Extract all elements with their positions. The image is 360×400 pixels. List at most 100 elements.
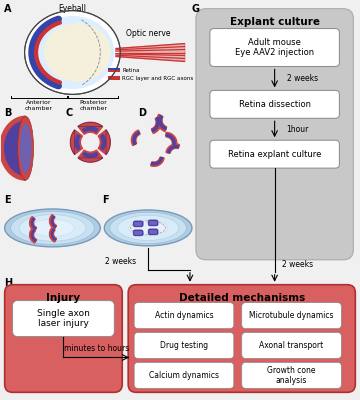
Ellipse shape bbox=[110, 212, 186, 244]
Polygon shape bbox=[51, 216, 56, 227]
Bar bbox=[108, 76, 120, 80]
Polygon shape bbox=[50, 214, 57, 229]
Text: 2 weeks: 2 weeks bbox=[287, 74, 318, 83]
Polygon shape bbox=[133, 132, 140, 145]
Polygon shape bbox=[152, 117, 159, 132]
Polygon shape bbox=[98, 130, 110, 154]
Text: RGC layer and RGC axons: RGC layer and RGC axons bbox=[122, 76, 193, 81]
FancyBboxPatch shape bbox=[242, 332, 341, 358]
Ellipse shape bbox=[117, 215, 179, 240]
Polygon shape bbox=[32, 230, 36, 241]
FancyBboxPatch shape bbox=[242, 303, 341, 328]
Polygon shape bbox=[131, 130, 140, 146]
Ellipse shape bbox=[44, 23, 111, 82]
Text: Detailed mechanisms: Detailed mechanisms bbox=[179, 293, 305, 303]
Text: A: A bbox=[4, 4, 11, 14]
FancyBboxPatch shape bbox=[134, 303, 234, 328]
Ellipse shape bbox=[31, 16, 114, 89]
FancyBboxPatch shape bbox=[134, 222, 142, 226]
Polygon shape bbox=[151, 157, 162, 165]
Polygon shape bbox=[115, 44, 185, 62]
Text: Single axon
laser injury: Single axon laser injury bbox=[37, 309, 90, 328]
Text: Adult mouse
Eye AAV2 injection: Adult mouse Eye AAV2 injection bbox=[235, 38, 314, 57]
Text: minutes to hours: minutes to hours bbox=[64, 344, 129, 354]
FancyBboxPatch shape bbox=[148, 229, 158, 235]
Polygon shape bbox=[166, 144, 180, 153]
Text: Drug testing: Drug testing bbox=[160, 341, 208, 350]
Ellipse shape bbox=[11, 211, 94, 244]
Text: Retina explant culture: Retina explant culture bbox=[228, 150, 321, 159]
Polygon shape bbox=[30, 228, 36, 243]
Text: G: G bbox=[192, 4, 200, 14]
Text: Optic nerve: Optic nerve bbox=[126, 28, 170, 38]
Polygon shape bbox=[150, 157, 164, 166]
Ellipse shape bbox=[24, 11, 120, 94]
Text: D: D bbox=[138, 108, 146, 118]
Polygon shape bbox=[83, 152, 98, 157]
Polygon shape bbox=[30, 216, 36, 231]
FancyBboxPatch shape bbox=[210, 90, 339, 118]
Polygon shape bbox=[159, 115, 166, 130]
FancyBboxPatch shape bbox=[134, 332, 234, 358]
Polygon shape bbox=[71, 130, 82, 154]
Text: Injury: Injury bbox=[46, 293, 81, 303]
FancyBboxPatch shape bbox=[149, 230, 157, 234]
Polygon shape bbox=[83, 127, 98, 132]
FancyBboxPatch shape bbox=[134, 362, 234, 388]
Ellipse shape bbox=[5, 209, 100, 247]
Text: 2 weeks: 2 weeks bbox=[282, 260, 313, 269]
Text: B: B bbox=[4, 108, 11, 118]
FancyBboxPatch shape bbox=[210, 140, 339, 168]
Ellipse shape bbox=[20, 123, 32, 173]
FancyBboxPatch shape bbox=[196, 9, 353, 260]
Text: Eyeball: Eyeball bbox=[58, 4, 86, 13]
Text: Microtubule dynamics: Microtubule dynamics bbox=[249, 311, 334, 320]
FancyBboxPatch shape bbox=[5, 285, 122, 392]
FancyBboxPatch shape bbox=[13, 301, 114, 336]
Text: Calcium dynamics: Calcium dynamics bbox=[149, 371, 219, 380]
FancyBboxPatch shape bbox=[133, 221, 143, 227]
FancyBboxPatch shape bbox=[134, 231, 142, 235]
Polygon shape bbox=[32, 218, 36, 229]
FancyBboxPatch shape bbox=[149, 221, 157, 225]
Ellipse shape bbox=[31, 219, 74, 236]
Text: Retina: Retina bbox=[122, 68, 140, 73]
Text: 2 weeks: 2 weeks bbox=[105, 257, 136, 266]
Ellipse shape bbox=[19, 215, 86, 241]
Polygon shape bbox=[78, 122, 103, 134]
Polygon shape bbox=[101, 135, 105, 150]
Text: H: H bbox=[4, 278, 12, 288]
Polygon shape bbox=[166, 132, 177, 145]
FancyBboxPatch shape bbox=[133, 230, 143, 236]
Text: Growth cone
analysis: Growth cone analysis bbox=[267, 366, 316, 385]
Text: F: F bbox=[102, 195, 109, 205]
Polygon shape bbox=[0, 116, 26, 180]
Polygon shape bbox=[5, 121, 26, 175]
Text: C: C bbox=[66, 108, 73, 118]
Text: Actin dynamics: Actin dynamics bbox=[155, 311, 213, 320]
Ellipse shape bbox=[18, 116, 33, 180]
Polygon shape bbox=[152, 116, 161, 134]
FancyBboxPatch shape bbox=[128, 285, 355, 392]
Text: Retina dissection: Retina dissection bbox=[239, 100, 311, 109]
Ellipse shape bbox=[104, 210, 192, 246]
Text: Posterior
chamber: Posterior chamber bbox=[79, 100, 107, 111]
Ellipse shape bbox=[129, 220, 168, 236]
Polygon shape bbox=[51, 229, 56, 240]
Polygon shape bbox=[50, 228, 57, 242]
Text: E: E bbox=[4, 195, 10, 205]
Text: 1hour: 1hour bbox=[287, 125, 309, 134]
Polygon shape bbox=[75, 135, 80, 150]
Text: Axonal transport: Axonal transport bbox=[260, 341, 324, 350]
Polygon shape bbox=[157, 114, 167, 132]
Polygon shape bbox=[78, 150, 103, 162]
Bar bbox=[108, 70, 120, 72]
FancyBboxPatch shape bbox=[148, 220, 158, 226]
FancyBboxPatch shape bbox=[242, 362, 341, 388]
Text: Anterior
chamber: Anterior chamber bbox=[25, 100, 53, 111]
Bar bbox=[108, 68, 120, 72]
Polygon shape bbox=[168, 146, 179, 153]
Text: Explant culture: Explant culture bbox=[230, 17, 320, 27]
Polygon shape bbox=[166, 134, 175, 145]
FancyBboxPatch shape bbox=[210, 28, 339, 66]
